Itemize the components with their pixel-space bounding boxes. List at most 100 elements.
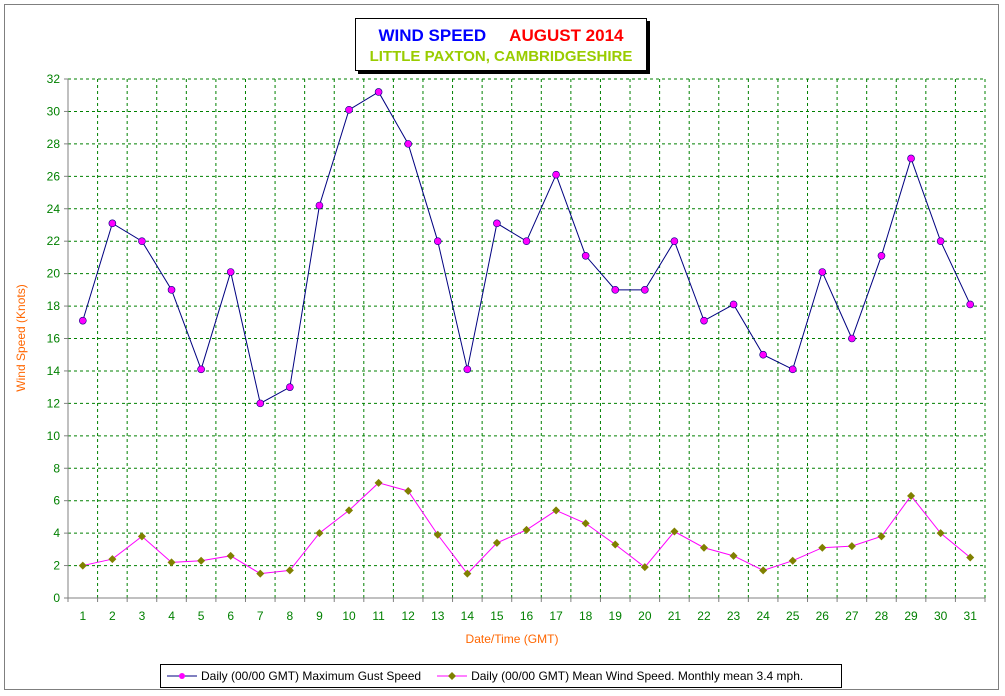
gust-speed-point	[877, 251, 886, 260]
gust-speed-point	[522, 237, 531, 245]
x-tick-label: 26	[816, 609, 830, 623]
mean-speed-point	[818, 543, 827, 552]
x-tick-label: 1	[79, 609, 86, 623]
mean-speed-point	[167, 558, 176, 567]
x-tick-label: 7	[257, 609, 264, 623]
x-tick-label: 24	[756, 609, 770, 623]
mean-speed-point	[78, 561, 87, 570]
legend-item-mean: Daily (00/00 GMT) Mean Wind Speed. Month…	[437, 669, 803, 683]
mean-speed-point	[522, 525, 531, 534]
y-tick-label: 2	[53, 559, 60, 573]
mean-speed-point	[256, 569, 265, 578]
gust-speed-point	[848, 334, 856, 343]
mean-speed-point	[581, 519, 590, 528]
mean-speed-point	[966, 553, 975, 562]
mean-speed-point	[315, 529, 324, 538]
gust-speed-point	[729, 300, 738, 309]
mean-speed-point	[137, 532, 146, 541]
x-tick-label: 30	[934, 609, 948, 623]
chart-frame	[4, 4, 999, 690]
mean-speed-point	[788, 556, 797, 565]
mean-speed-point	[108, 555, 117, 564]
legend-marker-mean	[437, 672, 468, 680]
y-tick-label: 14	[47, 364, 61, 378]
y-tick-label: 32	[47, 72, 61, 86]
title-month: AUGUST 2014	[509, 26, 624, 45]
series-group	[78, 88, 975, 578]
gust-speed-point	[907, 154, 915, 163]
gust-speed-point	[433, 237, 442, 245]
x-tick-label: 5	[198, 609, 205, 623]
gust-speed-point	[818, 268, 827, 276]
mean-speed-point	[907, 491, 916, 500]
x-tick-label: 2	[109, 609, 116, 623]
x-tick-label: 19	[609, 609, 623, 623]
x-tick-label: 29	[904, 609, 918, 623]
mean-speed-point	[197, 556, 206, 565]
gust-speed-point	[552, 170, 560, 179]
y-tick-label: 12	[47, 396, 61, 410]
y-tick-label: 6	[53, 494, 60, 508]
gust-speed-point	[256, 399, 265, 408]
mean-speed-point	[492, 538, 501, 547]
legend-label-mean: Daily (00/00 GMT) Mean Wind Speed. Month…	[471, 669, 804, 683]
mean-speed-point	[226, 551, 235, 560]
x-tick-label: 13	[431, 609, 445, 623]
y-tick-label: 8	[53, 461, 60, 475]
x-tick-label: 18	[579, 609, 593, 623]
y-tick-label: 10	[47, 429, 61, 443]
gust-speed-point	[936, 237, 945, 245]
legend-label-gust: Daily (00/00 GMT) Maximum Gust Speed	[201, 669, 422, 683]
title-main: WIND SPEED	[378, 26, 487, 45]
gust-speed-point	[78, 316, 87, 325]
chart-title: WIND SPEED AUGUST 2014	[356, 26, 646, 46]
y-tick-label: 30	[47, 104, 61, 118]
gust-speed-point	[315, 201, 324, 210]
legend-item-gust: Daily (00/00 GMT) Maximum Gust Speed	[167, 669, 421, 683]
x-tick-label: 16	[520, 609, 534, 623]
y-axis-label: Wind Speed (Knots)	[14, 284, 28, 391]
gust-speed-point	[759, 350, 767, 359]
mean-speed-point	[759, 566, 768, 575]
y-tick-label: 18	[47, 299, 61, 313]
gust-speed-point	[345, 106, 353, 114]
x-tick-label: 9	[316, 609, 323, 623]
gust-speed-point	[581, 251, 590, 260]
x-tick-label: 17	[549, 609, 563, 623]
chart-legend: Daily (00/00 GMT) Maximum Gust Speed Dai…	[160, 664, 842, 688]
mean-speed-point	[404, 486, 413, 495]
gust-speed-point	[197, 365, 205, 374]
mean-speed-point	[847, 542, 856, 551]
x-axis-label: Date/Time (GMT)	[466, 632, 559, 646]
gust-speed-point	[404, 140, 412, 148]
x-tick-label: 28	[875, 609, 889, 623]
mean-speed-point	[463, 569, 472, 578]
mean-speed-point	[611, 540, 620, 549]
mean-speed-point	[877, 532, 886, 541]
mean-speed-point	[936, 529, 945, 538]
mean-speed-point	[699, 543, 708, 552]
gust-speed-point	[788, 365, 797, 374]
x-tick-labels: 1 2 3 4 5 6 7 8 9 10 11 12 13 14 15 16 17 18 19 20 21 22 23 24 2…	[67, 598, 986, 623]
gust-speed-point	[700, 316, 708, 325]
x-tick-label: 31	[964, 609, 978, 623]
x-tick-label: 11	[372, 609, 385, 623]
x-tick-label: 3	[139, 609, 146, 623]
mean-speed-point	[670, 527, 679, 536]
gust-speed-point	[226, 268, 235, 276]
x-tick-label: 23	[727, 609, 741, 623]
x-tick-label: 6	[227, 609, 234, 623]
y-tick-label: 24	[47, 202, 61, 216]
x-tick-label: 10	[342, 609, 356, 623]
gust-speed-point	[374, 88, 383, 96]
chart-title-box: WIND SPEED AUGUST 2014 LITTLE PAXTON, CA…	[355, 18, 647, 71]
x-tick-label: 15	[490, 609, 504, 623]
y-tick-label: 28	[47, 137, 61, 151]
mean-speed-point	[285, 566, 294, 575]
mean-speed-point	[552, 506, 561, 515]
x-tick-label: 22	[697, 609, 711, 623]
gust-speed-point	[611, 286, 620, 294]
y-tick-label: 26	[47, 169, 61, 183]
